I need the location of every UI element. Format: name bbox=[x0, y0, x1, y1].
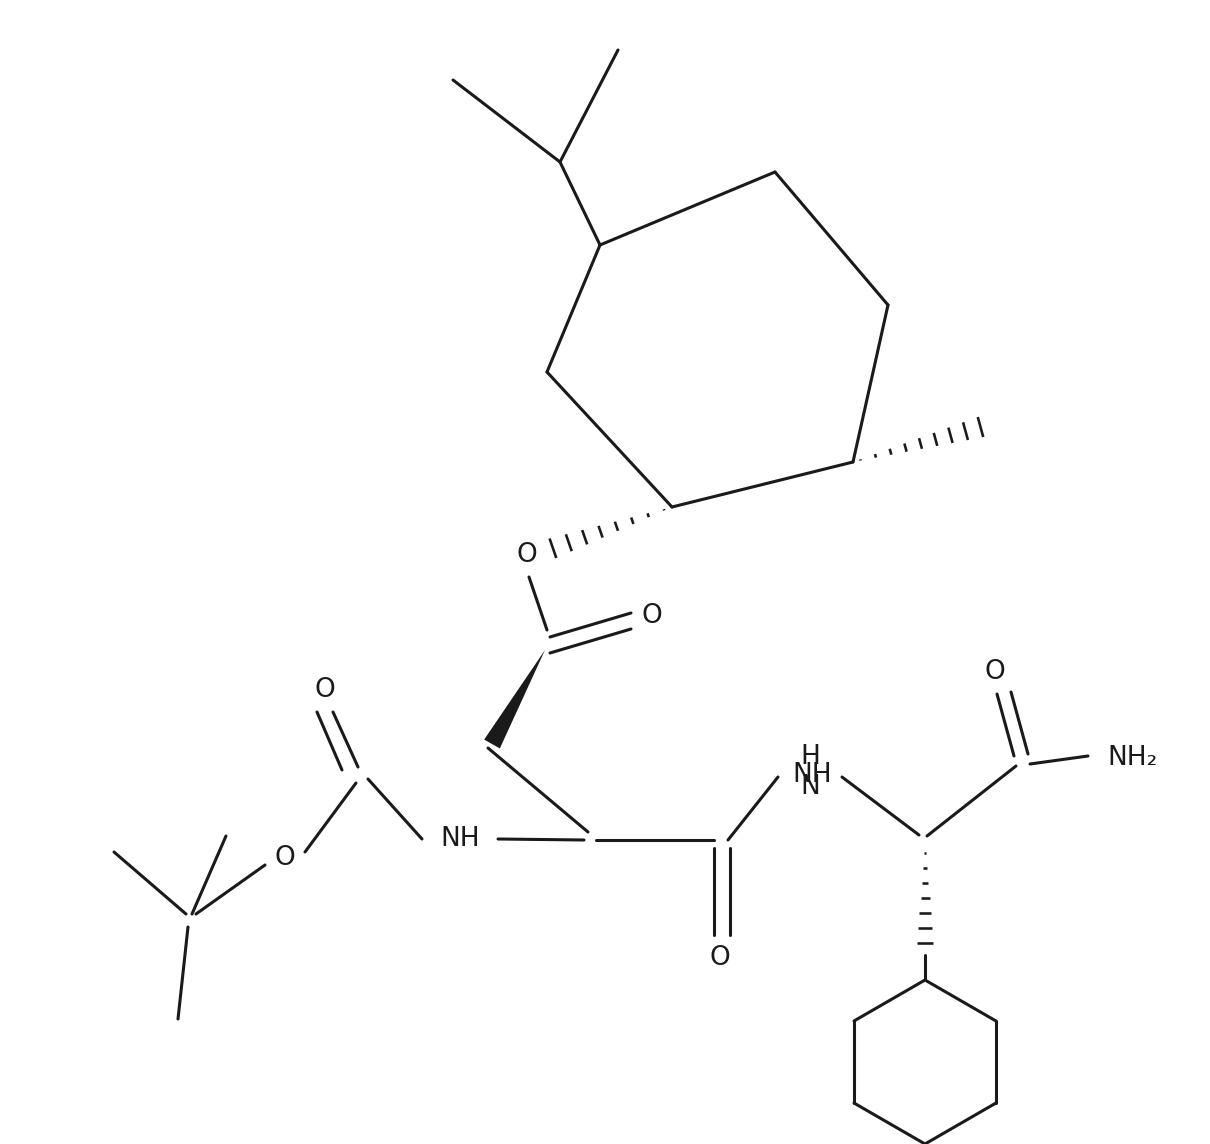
Text: H
N: H N bbox=[800, 744, 820, 800]
Polygon shape bbox=[484, 650, 544, 748]
Text: O: O bbox=[709, 945, 731, 971]
Text: O: O bbox=[985, 659, 1006, 685]
Text: O: O bbox=[641, 603, 662, 629]
Text: NH: NH bbox=[440, 826, 480, 852]
Text: NH₂: NH₂ bbox=[1107, 745, 1157, 771]
Text: O: O bbox=[517, 542, 537, 569]
Text: O: O bbox=[315, 677, 335, 704]
Text: NH: NH bbox=[793, 762, 831, 788]
Text: O: O bbox=[275, 845, 295, 871]
